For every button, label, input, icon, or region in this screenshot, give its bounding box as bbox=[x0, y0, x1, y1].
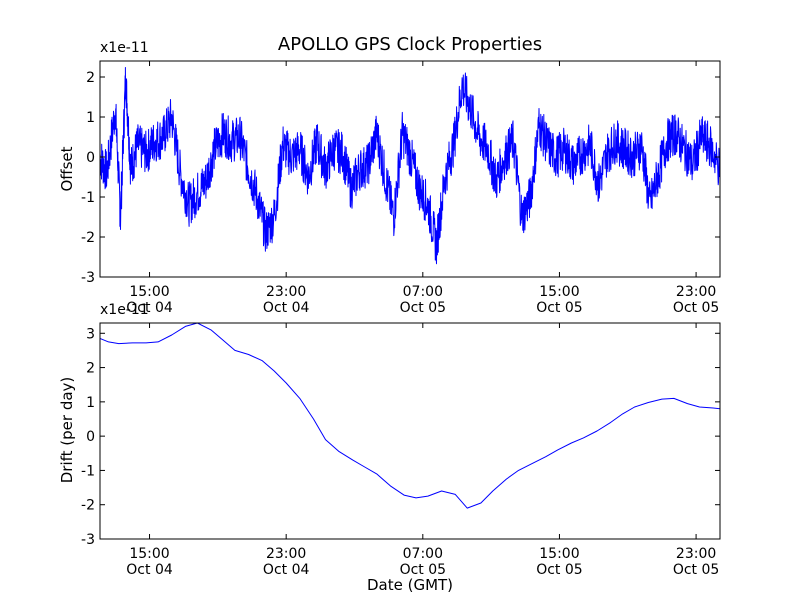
drift-x-tick-time: 23:00 bbox=[266, 546, 306, 562]
offset-ylabel: Offset bbox=[58, 146, 76, 191]
drift-x-tick-date: Oct 05 bbox=[673, 562, 719, 578]
offset-y-tick-label: 1 bbox=[86, 110, 95, 126]
drift-y-tick-label: 1 bbox=[86, 395, 95, 411]
offset-plot-area bbox=[100, 67, 720, 265]
drift-x-tick-time: 23:00 bbox=[676, 546, 716, 562]
offset-y-tick-label: 2 bbox=[86, 70, 95, 86]
drift-plot-area bbox=[100, 323, 720, 509]
offset-x-tick-time: 07:00 bbox=[403, 284, 443, 300]
drift-y-tick-label: 3 bbox=[86, 326, 95, 342]
offset-x-tick-date: Oct 04 bbox=[263, 300, 310, 316]
offset-y-tick-label: -1 bbox=[81, 190, 95, 206]
drift-y-ticks: -3 -2 -1 0 1 2 3 bbox=[81, 326, 720, 548]
offset-x-tick-date: Oct 05 bbox=[673, 300, 719, 316]
drift-x-tick-time: 07:00 bbox=[403, 546, 443, 562]
drift-x-tick-date: Oct 04 bbox=[263, 562, 310, 578]
drift-axes-frame bbox=[99, 322, 721, 540]
offset-x-tick-time: 23:00 bbox=[676, 284, 716, 300]
offset-y-tick-label: -3 bbox=[81, 270, 95, 286]
drift-y-tick-label: -2 bbox=[81, 498, 95, 514]
drift-x-tick-date: Oct 05 bbox=[400, 562, 446, 578]
drift-scale-label: x1e-11 bbox=[100, 302, 149, 318]
offset-series-line bbox=[100, 67, 720, 265]
drift-x-tick-date: Oct 04 bbox=[126, 562, 173, 578]
offset-x-tick-date: Oct 05 bbox=[536, 300, 582, 316]
offset-x-tick-time: 15:00 bbox=[129, 284, 169, 300]
drift-y-tick-label: 2 bbox=[86, 361, 95, 377]
offset-x-tick-date: Oct 05 bbox=[400, 300, 446, 316]
drift-ylabel: Drift (per day) bbox=[58, 377, 76, 484]
offset-y-ticks: -3 -2 -1 0 1 2 bbox=[81, 70, 720, 286]
offset-y-tick-label: -2 bbox=[81, 230, 95, 246]
offset-x-tick-time: 23:00 bbox=[266, 284, 306, 300]
drift-y-tick-label: -1 bbox=[81, 463, 95, 479]
drift-y-tick-label: 0 bbox=[86, 429, 95, 445]
offset-scale-label: x1e-11 bbox=[100, 40, 149, 56]
offset-x-tick-time: 15:00 bbox=[539, 284, 579, 300]
offset-y-tick-label: 0 bbox=[86, 150, 95, 166]
drift-y-tick-label: -3 bbox=[81, 532, 95, 548]
x-axis-label: Date (GMT) bbox=[367, 576, 453, 594]
drift-x-tick-time: 15:00 bbox=[129, 546, 169, 562]
offset-axes-frame bbox=[99, 60, 721, 278]
drift-x-tick-time: 15:00 bbox=[539, 546, 579, 562]
chart-title: APOLLO GPS Clock Properties bbox=[278, 34, 542, 55]
drift-series-line bbox=[100, 323, 720, 509]
offset-x-tick-date: Oct 04 bbox=[126, 300, 173, 316]
drift-x-tick-date: Oct 05 bbox=[536, 562, 582, 578]
